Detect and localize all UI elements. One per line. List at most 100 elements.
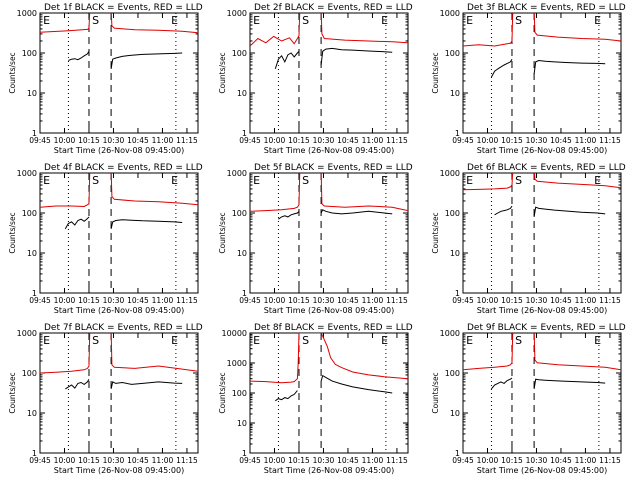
x-tick-label: 10:00: [264, 136, 286, 145]
x-tick-label: 11:00: [362, 456, 384, 465]
y-tick-label: 1000: [440, 329, 460, 338]
y-tick-label: 1000: [17, 9, 37, 18]
x-tick-label: 10:00: [477, 456, 499, 465]
x-tick-label: 10:15: [78, 456, 100, 465]
x-tick-label: 10:15: [78, 296, 100, 305]
plot-frame: [462, 332, 622, 454]
x-axis-label: Start Time (26-Nov-08 09:45:00): [54, 306, 184, 315]
plot-frame: [249, 12, 409, 134]
interval-marker: E: [43, 14, 50, 27]
x-tick-label: 11:15: [386, 136, 408, 145]
x-tick-label: 11:15: [176, 456, 198, 465]
interval-marker: E: [381, 174, 388, 187]
x-tick-label: 11:00: [152, 136, 174, 145]
lld-rate-line: [250, 173, 408, 212]
panel-title: Det 2f BLACK = Events, RED = LLD: [254, 3, 413, 13]
detector-panel-2: Det 2f BLACK = Events, RED = LLD 1 10 100 10…: [218, 3, 413, 155]
y-tick-label: 100: [232, 209, 247, 218]
plot-frame: [462, 12, 622, 134]
y-tick-label: 10: [27, 89, 37, 98]
x-tick-label: 11:00: [575, 296, 597, 305]
panel-title: Det 1f BLACK = Events, RED = LLD: [44, 3, 203, 13]
x-tick-label: 10:00: [477, 136, 499, 145]
interval-marker: E: [171, 14, 178, 27]
event-rate-line: [65, 378, 90, 390]
event-rate-line: [490, 58, 513, 78]
y-tick-label: 100: [445, 369, 460, 378]
event-rate-line: [320, 374, 393, 394]
event-rate-line: [533, 378, 606, 389]
x-tick-label: 09:45: [239, 456, 261, 465]
y-tick-label: 10: [27, 409, 37, 418]
y-tick-label: 1000: [440, 9, 460, 18]
y-axis-label: Counts/sec: [8, 372, 17, 413]
y-axis-label: Counts/sec: [218, 52, 227, 93]
x-tick-label: 10:00: [477, 296, 499, 305]
x-tick-label: 10:15: [501, 456, 523, 465]
y-axis-label: Counts/sec: [218, 212, 227, 253]
event-rate-line: [320, 47, 393, 66]
plot-frame: [39, 332, 199, 454]
x-tick-label: 10:15: [501, 136, 523, 145]
event-rate-line: [110, 381, 183, 390]
x-tick-label: 09:45: [29, 136, 51, 145]
detector-panel-7: Det 7f BLACK = Events, RED = LLD 1 10 100 10…: [8, 323, 203, 475]
x-tick-label: 10:00: [264, 456, 286, 465]
y-tick-label: 10: [237, 249, 247, 258]
event-rate-line: [110, 52, 183, 69]
x-tick-label: 10:30: [526, 456, 548, 465]
x-tick-label: 11:15: [599, 136, 621, 145]
interval-marker: E: [594, 334, 601, 347]
lld-rate-line: [40, 13, 198, 34]
y-tick-label: 1: [455, 289, 460, 298]
x-tick-label: 10:30: [103, 296, 125, 305]
y-axis-label: Counts/sec: [431, 372, 440, 413]
interval-marker: E: [381, 334, 388, 347]
y-tick-label: 10: [237, 89, 247, 98]
y-tick-label: 100: [445, 209, 460, 218]
y-tick-label: 1000: [440, 169, 460, 178]
y-tick-label: 100: [22, 49, 37, 58]
lld-rate-line: [250, 13, 408, 47]
x-tick-label: 09:45: [29, 456, 51, 465]
y-tick-label: 1: [455, 129, 460, 138]
detector-panel-9: Det 9f BLACK = Events, RED = LLD 1 10 100 10…: [431, 323, 626, 475]
y-axis-label: Counts/sec: [431, 212, 440, 253]
x-tick-label: 11:00: [152, 296, 174, 305]
interval-marker: S: [515, 14, 522, 27]
interval-marker: S: [515, 174, 522, 187]
interval-marker: S: [302, 174, 309, 187]
interval-marker: E: [466, 334, 473, 347]
x-axis-label: Start Time (26-Nov-08 09:45:00): [477, 146, 607, 155]
x-tick-label: 10:00: [264, 296, 286, 305]
x-tick-label: 10:45: [550, 296, 572, 305]
plot-frame: [39, 12, 199, 134]
y-tick-label: 100: [445, 49, 460, 58]
x-tick-label: 09:45: [452, 456, 474, 465]
detector-panel-6: Det 6f BLACK = Events, RED = LLD 1 10 100 10…: [431, 163, 626, 315]
y-tick-label: 100: [232, 389, 247, 398]
x-tick-label: 10:30: [313, 136, 335, 145]
plot-frame: [39, 172, 199, 294]
interval-marker: E: [466, 14, 473, 27]
x-tick-label: 10:00: [54, 136, 76, 145]
lld-rate-line: [463, 173, 621, 191]
panel-title: Det 7f BLACK = Events, RED = LLD: [44, 323, 203, 333]
x-tick-label: 10:15: [288, 136, 310, 145]
y-tick-label: 1: [242, 129, 247, 138]
x-axis-label: Start Time (26-Nov-08 09:45:00): [477, 306, 607, 315]
y-tick-label: 1: [242, 449, 247, 458]
x-tick-label: 10:15: [288, 296, 310, 305]
event-rate-line: [275, 390, 298, 402]
lld-rate-line: [40, 173, 198, 208]
y-tick-label: 1: [32, 449, 37, 458]
detector-panel-5: Det 5f BLACK = Events, RED = LLD 1 10 100 10…: [218, 163, 413, 315]
event-rate-line: [320, 209, 393, 215]
x-tick-label: 09:45: [29, 296, 51, 305]
interval-marker: E: [253, 174, 260, 187]
y-axis-label: Counts/sec: [218, 372, 227, 413]
plot-frame: [462, 172, 622, 294]
interval-marker: E: [171, 334, 178, 347]
x-tick-label: 10:30: [313, 296, 335, 305]
